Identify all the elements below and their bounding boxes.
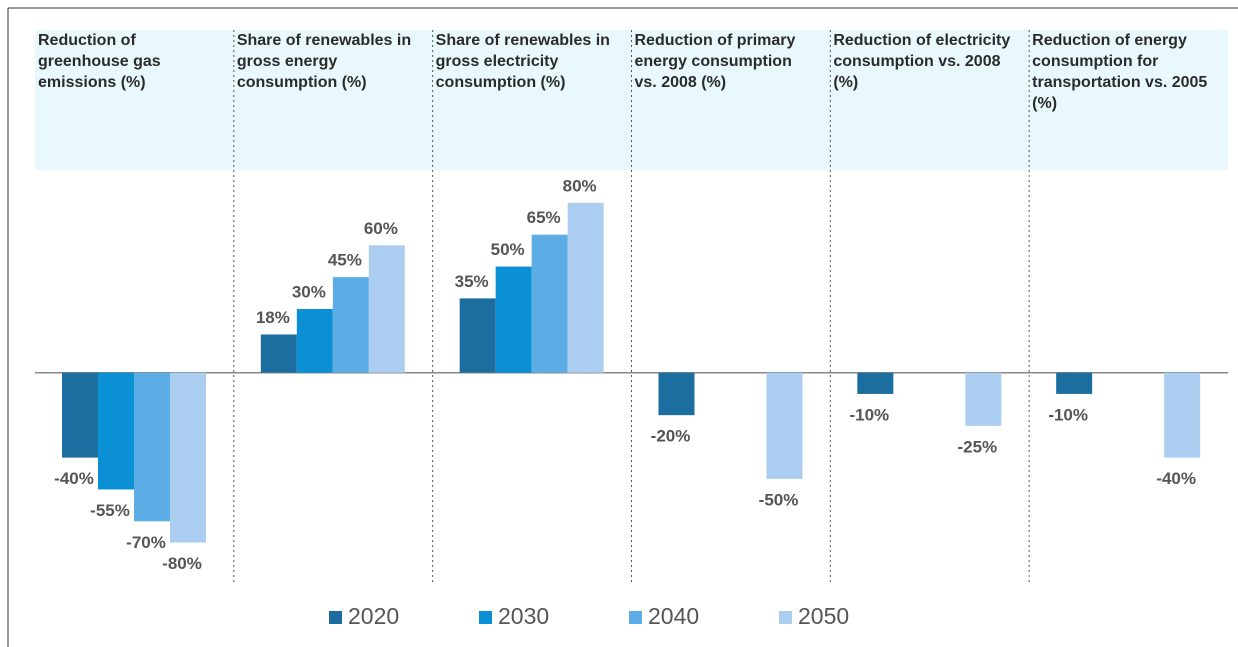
- value-label: -10%: [849, 405, 889, 424]
- bar: [567, 202, 604, 373]
- value-label: 30%: [292, 282, 326, 301]
- value-label: -25%: [957, 437, 997, 456]
- legend-swatch: [779, 611, 792, 624]
- value-label: 35%: [455, 272, 489, 291]
- legend-swatch: [629, 611, 642, 624]
- category-header: Share of renewables in gross electricity…: [435, 32, 610, 91]
- bar: [170, 372, 206, 543]
- category-header: Reduction of electricity consumption vs.…: [833, 32, 1011, 91]
- legend-label: 2020: [348, 603, 399, 629]
- category-header: Reduction of primary energy consumption …: [634, 32, 796, 91]
- value-label: -50%: [759, 490, 799, 509]
- bar: [531, 234, 568, 373]
- bar: [857, 372, 894, 394]
- legend-swatch: [329, 611, 342, 624]
- bar: [658, 372, 695, 416]
- value-label: 18%: [256, 308, 290, 327]
- bar: [332, 277, 369, 373]
- value-label: 65%: [527, 208, 561, 227]
- bar: [62, 372, 98, 458]
- legend-label: 2050: [798, 603, 849, 629]
- legend-label: 2040: [648, 603, 699, 629]
- value-label: 45%: [328, 251, 362, 270]
- category-header: Share of renewables in gross energy cons…: [236, 32, 412, 91]
- bar: [296, 309, 333, 373]
- value-label: -80%: [162, 554, 202, 573]
- bar: [495, 266, 532, 373]
- bar: [459, 298, 496, 373]
- category-header: Reduction of energy consumption for tran…: [1032, 32, 1208, 112]
- bar: [98, 372, 134, 490]
- bar: [965, 372, 1002, 426]
- bar: [134, 372, 170, 522]
- value-label: 60%: [364, 219, 398, 238]
- value-label: -55%: [90, 501, 130, 520]
- legend-swatch: [479, 611, 492, 624]
- value-label: -20%: [651, 427, 691, 446]
- value-label: -40%: [1156, 469, 1196, 488]
- value-label: -70%: [126, 533, 166, 552]
- bar: [260, 334, 297, 373]
- legend-label: 2030: [498, 603, 549, 629]
- bar: [1164, 372, 1201, 458]
- bar: [368, 245, 405, 373]
- value-label: 80%: [563, 176, 597, 195]
- bar: [1056, 372, 1093, 394]
- value-label: -40%: [54, 469, 94, 488]
- bar: [766, 372, 803, 479]
- category-header: Reduction of greenhouse gas emissions (%…: [38, 32, 161, 91]
- value-label: -10%: [1048, 405, 1088, 424]
- value-label: 50%: [491, 240, 525, 259]
